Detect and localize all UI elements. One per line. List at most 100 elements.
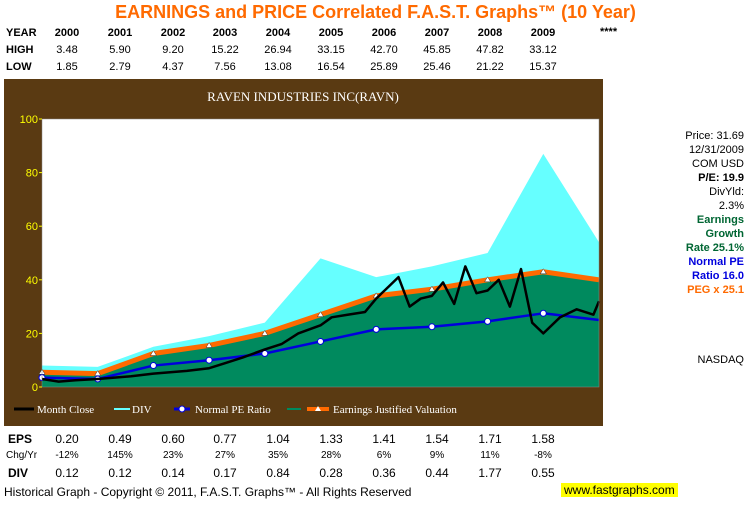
low-cell: 25.89 [370, 61, 398, 73]
high-cell: 3.48 [56, 44, 78, 56]
price-value: Price: 31.69 [685, 130, 744, 142]
normal-pe-marker [149, 362, 157, 370]
eps-cell: 0.49 [108, 432, 132, 446]
price-date: 12/31/2009 [688, 144, 744, 156]
peg-value: PEG x 25.1 [687, 284, 744, 296]
chg-cell: -8% [534, 450, 552, 461]
legend-label: DIV [132, 404, 152, 416]
div-cell: 1.77 [478, 466, 502, 480]
low-cell: 16.54 [317, 61, 345, 73]
price-earnings-chart: RAVEN INDUSTRIES INC(RAVN) 0 20 40 60 80 100 Mo… [14, 89, 601, 416]
divyld-value: 2.3% [718, 200, 744, 212]
year-cell: 2001 [107, 27, 133, 39]
normal-pe-marker [372, 325, 380, 333]
y-tick-label: 20 [26, 328, 38, 340]
low-row-label: LOW [6, 61, 32, 73]
low-cell: 15.37 [529, 61, 557, 73]
year-cell: 2002 [160, 27, 186, 39]
valuation-marker [539, 268, 547, 275]
normal-pe-marker [539, 309, 547, 317]
growth-label: Growth [705, 228, 745, 240]
valuation-marker [149, 350, 157, 356]
currency: COM USD [692, 158, 744, 170]
normal-pe-marker [484, 317, 492, 325]
legend-label: Month Close [37, 404, 94, 416]
low-cell: 13.08 [264, 61, 292, 73]
eps-cell: 1.58 [531, 432, 555, 446]
div-cell: 0.17 [213, 466, 237, 480]
low-cell: 4.37 [162, 61, 184, 73]
legend-label: Normal PE Ratio [195, 404, 271, 416]
year-cell: 2005 [318, 27, 344, 39]
chg-cell: 9% [429, 450, 445, 461]
chg-cell: 6% [376, 450, 392, 461]
chg-cell: -12% [55, 450, 79, 461]
high-cell: 33.15 [317, 44, 345, 56]
year-row-label: YEAR [6, 27, 37, 39]
year-cell: 2007 [424, 27, 450, 39]
valuation-marker [261, 329, 269, 336]
high-cell: 42.70 [370, 44, 398, 56]
div-row-label: DIV [8, 466, 29, 480]
normal-pe-marker [428, 323, 436, 331]
eps-cell: 0.77 [213, 432, 237, 446]
high-cell: 26.94 [264, 44, 292, 56]
rating-stars: **** [600, 26, 618, 38]
div-cell: 0.12 [55, 466, 79, 480]
normal-pe-marker [317, 337, 324, 345]
year-cell: 2000 [54, 27, 80, 39]
high-cell: 5.90 [109, 44, 131, 56]
earnings-area [42, 271, 599, 387]
chart-subtitle: RAVEN INDUSTRIES INC(RAVN) [207, 89, 399, 104]
high-cell: 15.22 [211, 44, 239, 56]
chg-cell: 145% [107, 450, 133, 461]
exchange: NASDAQ [697, 354, 744, 366]
chg-cell: 27% [214, 450, 235, 461]
chart-frame: RAVEN INDUSTRIES INC(RAVN) 0 20 40 60 80 100 Mo… [4, 79, 603, 426]
year-cell: 2008 [477, 27, 503, 39]
chart-title: EARNINGS and PRICE Correlated F.A.S.T. G… [115, 2, 636, 22]
eps-row-label: EPS [8, 432, 33, 446]
div-cell: 0.55 [531, 466, 555, 480]
high-cell: 45.85 [423, 44, 451, 56]
website-link[interactable]: www.fastgraphs.com [561, 483, 678, 497]
growth-rate: Rate 25.1% [685, 242, 744, 254]
low-cell: 21.22 [476, 61, 504, 73]
valuation-marker [317, 311, 324, 317]
copyright: Historical Graph - Copyright © 2011, F.A… [4, 485, 412, 499]
y-tick-label: 100 [20, 114, 38, 126]
eps-cell: 0.60 [161, 432, 185, 446]
y-tick-label: 40 [26, 275, 38, 287]
eps-cell: 1.33 [319, 432, 343, 446]
div-cell: 0.12 [108, 466, 132, 480]
normal-pe-label: Normal PE [688, 256, 744, 268]
eps-cell: 1.71 [478, 432, 502, 446]
high-cell: 33.12 [529, 44, 557, 56]
earnings-label: Earnings [696, 214, 744, 226]
div-cell: 0.84 [266, 466, 290, 480]
high-row-label: HIGH [6, 44, 34, 56]
chg-cell: 23% [162, 450, 183, 461]
plot-border [41, 118, 600, 388]
year-cell: 2004 [265, 27, 291, 39]
chg-cell: 11% [480, 450, 500, 461]
valuation-marker [428, 285, 436, 292]
month-close-line [41, 265, 601, 383]
year-cell: 2009 [530, 27, 556, 39]
eps-cell: 1.54 [425, 432, 449, 446]
low-cell: 7.56 [214, 61, 236, 73]
pe-value: P/E: 19.9 [698, 172, 744, 184]
low-cell: 25.46 [423, 61, 451, 73]
y-tick-label: 0 [32, 382, 38, 394]
divyld-label: DivYld: [709, 186, 744, 198]
div-cell: 0.36 [372, 466, 396, 480]
valuation-marker [205, 341, 213, 348]
y-tick-label: 80 [26, 168, 38, 180]
div-cell: 0.14 [161, 466, 185, 480]
chg-cell: 28% [320, 450, 341, 461]
low-cell: 2.79 [109, 61, 131, 73]
div-cell: 0.28 [319, 466, 343, 480]
legend-marker-valuation [315, 406, 321, 411]
low-cell: 1.85 [56, 61, 78, 73]
year-cell: 2003 [212, 27, 238, 39]
